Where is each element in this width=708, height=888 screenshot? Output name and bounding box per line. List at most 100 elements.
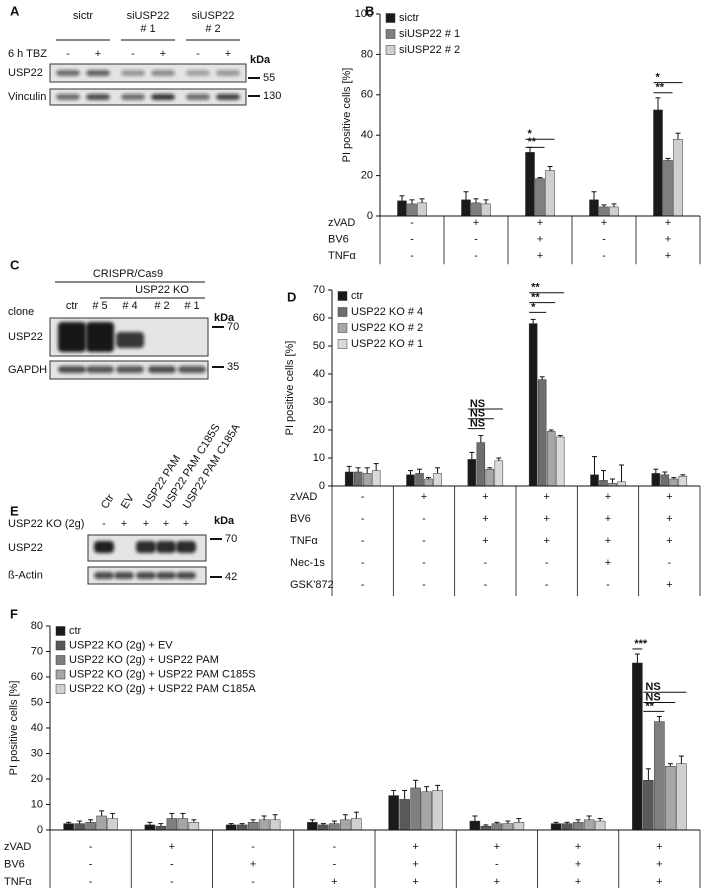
error-bar [662, 471, 668, 475]
treatment-sign: + [163, 518, 169, 530]
error-bar [634, 653, 640, 663]
marker-label: 130 [263, 90, 281, 102]
bar [491, 823, 503, 831]
treatment-sign: + [160, 48, 166, 60]
bar [85, 822, 96, 831]
bar [513, 822, 525, 831]
significance-label: ** [645, 700, 654, 712]
bar [407, 203, 417, 217]
lane-label: # 5 [92, 300, 107, 312]
blot-band [56, 70, 80, 76]
error-bar [665, 157, 671, 161]
panel-label: E [10, 503, 19, 518]
error-bar [553, 821, 559, 824]
method-label: CRISPR/Cas9 [93, 268, 163, 280]
blot-band [121, 94, 145, 100]
y-tick-label: 100 [355, 8, 373, 20]
error-bar [516, 818, 522, 823]
y-tick-label: 80 [361, 48, 373, 60]
y-tick-label: 80 [31, 620, 43, 632]
error-bar [435, 784, 441, 791]
bar [340, 819, 351, 831]
bar [561, 823, 573, 831]
lane-label: Ctr [99, 492, 117, 511]
y-tick-label: 0 [319, 480, 325, 492]
bar [225, 824, 237, 831]
bar [502, 823, 514, 831]
lane-group-label: siUSP22 [192, 10, 235, 22]
legend-label: USP22 KO # 1 [351, 338, 423, 350]
condition-sign: + [537, 233, 543, 245]
lane-label: # 1 [184, 300, 199, 312]
error-bar [483, 824, 489, 827]
condition-sign: + [494, 876, 500, 888]
significance-label: NS [470, 398, 485, 410]
bar [665, 766, 676, 831]
panel-label: B [365, 3, 374, 18]
y-tick-label: 50 [31, 696, 43, 708]
condition-sign: + [482, 491, 488, 503]
lane-group-label: # 2 [205, 23, 220, 35]
error-bar [505, 820, 511, 824]
error-bar [373, 463, 379, 471]
bar [399, 799, 410, 831]
treatment-sign: - [66, 48, 70, 60]
blot-row-label: USP22 [8, 67, 43, 79]
legend-swatch [385, 29, 396, 39]
bar [678, 475, 688, 487]
legend-swatch [337, 291, 348, 301]
condition-sign: + [605, 557, 611, 569]
bar [269, 819, 281, 831]
blot-frame [49, 88, 247, 106]
error-bar [346, 465, 352, 472]
error-bar [537, 177, 543, 179]
bar [177, 818, 189, 831]
error-bar [592, 456, 597, 475]
treatment-sign: + [143, 518, 149, 530]
condition-sign: - [251, 876, 255, 888]
condition-label: zVAD [328, 217, 355, 229]
error-bar [435, 467, 440, 474]
error-bar [364, 467, 370, 474]
blot-band [94, 541, 114, 553]
condition-sign: + [482, 513, 488, 525]
treatment-sign: - [196, 48, 200, 60]
condition-sign: + [543, 535, 549, 547]
condition-sign: + [482, 535, 488, 547]
error-bar [261, 815, 267, 820]
kda-unit: kDa [250, 54, 271, 66]
condition-sign: + [169, 841, 175, 853]
bar [572, 822, 584, 831]
y-tick-label: 60 [31, 671, 43, 683]
bar [471, 202, 481, 217]
condition-sign: + [605, 491, 611, 503]
condition-sign: - [606, 579, 610, 591]
bar [673, 138, 683, 217]
bar [653, 109, 663, 217]
blot-frame [49, 63, 247, 83]
legend-label: ctr [69, 625, 82, 637]
bar [461, 199, 471, 217]
legend-swatch [55, 669, 66, 680]
blot-band [58, 366, 86, 373]
condition-sign: - [333, 858, 337, 870]
legend-swatch [337, 339, 348, 349]
bar [421, 791, 432, 831]
bar [362, 473, 372, 487]
y-axis-label: PI positive cells [%] [8, 681, 20, 776]
y-tick-label: 0 [367, 210, 373, 222]
legend-label: USP22 KO (2g) + USP22 PAM C185A [69, 683, 256, 695]
error-bar [309, 819, 315, 823]
significance-label: NS [645, 691, 660, 703]
blot-row-label: GAPDH [8, 364, 47, 376]
blot-band [114, 572, 134, 579]
error-bar [655, 97, 661, 110]
blot-band [136, 541, 156, 553]
treatment-sign: + [121, 518, 127, 530]
condition-sign: + [666, 491, 672, 503]
blot-band [178, 366, 206, 373]
y-axis-label: PI positive cells [%] [284, 341, 296, 436]
significance-label: ** [656, 82, 665, 94]
y-tick-label: 40 [313, 368, 325, 380]
blot-row-label: ß-Actin [8, 569, 43, 581]
